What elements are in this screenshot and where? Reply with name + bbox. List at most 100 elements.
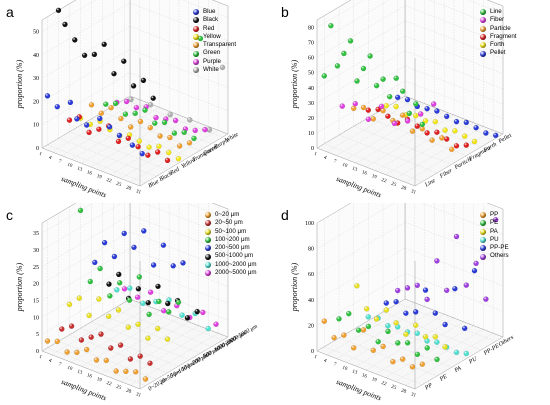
x-tick-a-9: 28 [125, 186, 132, 193]
point-d-others-8 [473, 260, 479, 267]
legend-label-c-20-50-m: 20~50 μm [215, 219, 243, 227]
point-d-pp-pe-4 [422, 287, 429, 293]
legend-item-c-100-200-m: 100~200 μm [205, 236, 257, 244]
point-c-20-50-m-6 [117, 342, 124, 348]
point-a-yellow-7 [146, 144, 152, 150]
point-a-transparent-8 [167, 134, 173, 141]
point-c-100-200-m-8 [156, 298, 162, 305]
point-a-green-1 [112, 100, 119, 107]
point-b-fiber-3 [378, 103, 385, 110]
point-a-red-7 [135, 143, 141, 150]
point-b-particle-10 [448, 146, 455, 153]
x-tick-d-8: 25 [390, 385, 397, 392]
point-b-fragment-9 [453, 143, 460, 149]
point-c-100-200-m-2 [97, 265, 103, 272]
legend-item-b-pellet: Pellet [480, 49, 516, 57]
legend-marker-a-black [193, 17, 199, 24]
x-tick-b-7: 22 [381, 178, 388, 185]
point-d-others-1 [404, 285, 411, 291]
point-b-fragment-6 [424, 130, 430, 136]
legend-label-d-pp: PP [490, 211, 499, 218]
legend-marker-c-50-100-m [205, 228, 211, 235]
legend-label-a-purple: Purple [203, 57, 221, 65]
point-a-black-2 [72, 37, 78, 43]
z-tick-d-2: 40 [308, 298, 314, 304]
point-d-pp-pe-9 [471, 267, 478, 274]
legend-label-d-others: Others [490, 252, 509, 260]
point-a-green-6 [161, 119, 168, 126]
x-tick-b-6: 19 [371, 174, 378, 181]
point-d-others-9 [483, 296, 489, 302]
point-b-line-5 [354, 78, 360, 84]
z-axis-label-b: proportion (%) [290, 59, 299, 109]
point-a-red-0 [66, 117, 73, 123]
point-c-2000-5000-m-7 [213, 321, 219, 327]
point-a-black-8 [130, 83, 137, 89]
point-d-pu-0 [365, 314, 372, 320]
point-a-black-0 [55, 7, 62, 14]
point-b-fragment-8 [443, 136, 450, 142]
point-d-pp-pe-1 [393, 298, 399, 305]
point-d-pe-5 [385, 328, 391, 335]
point-c-200-500-m-2 [111, 253, 118, 260]
point-d-others-4 [434, 258, 440, 264]
point-a-blue-9 [139, 150, 145, 157]
point-d-others-2 [414, 282, 421, 289]
legend-item-c-500-1000-m: 500~1000 μm [205, 252, 257, 260]
z-tick-d-1: 20 [308, 323, 314, 329]
z-tick-d-0: 0 [311, 349, 314, 355]
z-tick-b-1: 10 [308, 131, 314, 137]
point-d-pa-9 [442, 344, 448, 350]
legend-item-d-others: Others [480, 252, 509, 260]
legend-marker-b-pellet [480, 50, 486, 57]
x-tick-d-5: 16 [361, 373, 368, 380]
legend-label-c-100-200-m: 100~200 μm [215, 235, 250, 243]
legend-label-c-50-100-m: 50~100 μm [215, 227, 247, 235]
point-a-white-5 [219, 64, 226, 71]
legend-marker-b-particle [480, 25, 486, 32]
x-tick-b-5: 16 [361, 170, 368, 177]
legend-label-b-line: Line [490, 8, 502, 15]
legend-item-c-1000-2000-m: 1000~2000 μm [205, 261, 257, 269]
point-a-white-2 [167, 111, 173, 118]
point-d-pp-pe-0 [383, 300, 390, 306]
point-a-yellow-9 [165, 149, 172, 156]
point-a-purple-1 [123, 98, 130, 105]
point-d-others-5 [443, 287, 450, 294]
point-b-forth-1 [393, 103, 399, 110]
point-b-fiber-0 [339, 103, 346, 109]
legend-item-a-red: Red [193, 25, 236, 33]
point-a-transparent-9 [176, 143, 183, 149]
x-tick-a-4: 13 [76, 167, 83, 174]
point-d-pp-pe-6 [442, 321, 448, 328]
point-d-pe-0 [336, 316, 342, 322]
legend-item-a-purple: Purple [193, 58, 236, 66]
point-c-1000-2000-m-5 [179, 312, 185, 318]
point-c-20-50-m-2 [78, 337, 85, 343]
point-d-pa-1 [363, 306, 370, 312]
point-a-red-8 [145, 152, 151, 158]
point-c-2000-5000-m-3 [160, 307, 167, 314]
point-c-500-1000-m-0 [106, 281, 112, 287]
legend-item-a-yellow: Yellow [193, 33, 236, 41]
panel-c: 0 5 10 15 20 25 30 35 proportion (%) 1 4 7 10 13 16 19 2… [0, 203, 275, 405]
x-tick-d-6: 19 [371, 377, 378, 384]
point-b-forth-3 [412, 112, 419, 119]
point-a-green-7 [171, 130, 178, 136]
point-b-pellet-10 [492, 132, 499, 139]
point-b-forth-7 [452, 128, 458, 134]
point-b-line-10 [386, 93, 393, 100]
legend-label-c-2000-5000-m: 2000~5000 μm [215, 269, 257, 277]
point-a-green-2 [122, 111, 129, 117]
legend-marker-b-fragment [480, 34, 486, 41]
point-a-blue-0 [44, 93, 51, 99]
z-tick-b-5: 50 [308, 71, 314, 77]
point-d-others-0 [394, 287, 401, 294]
point-c-500-1000-m-8 [184, 315, 191, 321]
point-b-fragment-1 [375, 106, 381, 113]
point-c-20-50-m-7 [127, 356, 134, 362]
point-d-pa-8 [432, 333, 439, 340]
